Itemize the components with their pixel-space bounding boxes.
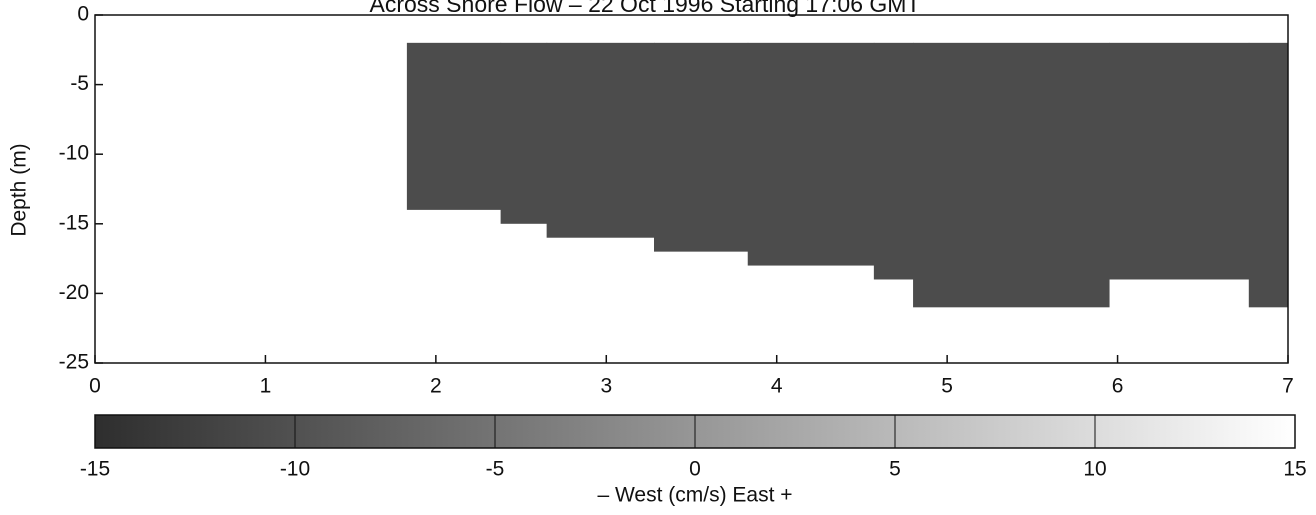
data-column (654, 42, 749, 252)
y-tick-label: -20 (59, 281, 89, 304)
x-tick-label: 5 (941, 375, 953, 398)
colorbar-tick-label: 0 (689, 458, 701, 481)
colorbar-tick-label: -10 (280, 458, 310, 481)
y-tick-label: -5 (70, 72, 89, 95)
data-column (546, 42, 655, 238)
y-tick-label: -10 (59, 142, 89, 165)
colorbar-tick-label: 5 (889, 458, 901, 481)
colorbar-tick-label: 10 (1083, 458, 1106, 481)
axes-frame (94, 14, 1289, 364)
x-tick-label: 6 (1112, 375, 1124, 398)
data-column (747, 42, 875, 266)
x-tick-label: 4 (771, 375, 783, 398)
y-axis-label: Depth (m) (8, 143, 31, 236)
colorbar-label: – West (cm/s) East + (597, 484, 792, 507)
colorbar-tick-label: 15 (1283, 458, 1306, 481)
data-column (913, 42, 1110, 308)
y-tick-label: -25 (59, 351, 89, 374)
x-tick-label: 3 (600, 375, 612, 398)
y-tick-label: -15 (59, 211, 89, 234)
x-tick-label: 1 (260, 375, 272, 398)
data-column (500, 42, 548, 224)
colorbar-tick-label: -15 (80, 458, 110, 481)
x-tick-label: 7 (1282, 375, 1294, 398)
data-column (873, 42, 914, 280)
chart-title: Across Shore Flow – 22 Oct 1996 Starting… (370, 0, 921, 17)
colorbar-tick-label: -5 (486, 458, 505, 481)
x-tick-label: 0 (89, 375, 101, 398)
y-tick-label: 0 (77, 3, 89, 26)
data-column (406, 42, 502, 210)
x-tick-label: 2 (430, 375, 442, 398)
data-column (1109, 42, 1250, 280)
data-column (1248, 42, 1289, 308)
